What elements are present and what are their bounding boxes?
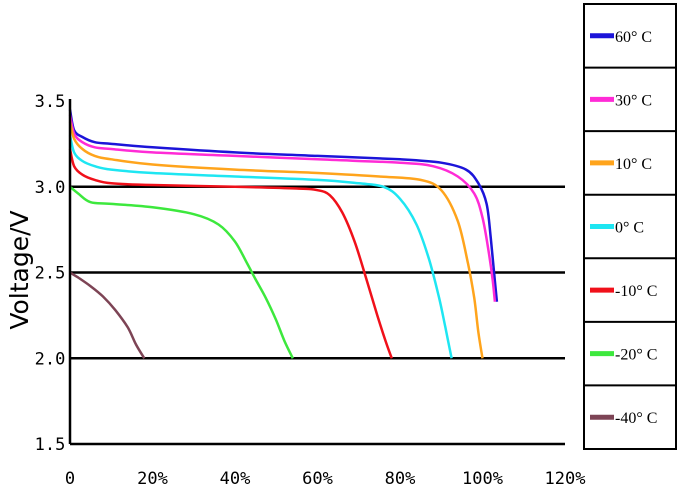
- y-tick-label: 3.5: [35, 92, 66, 112]
- legend-label: -10° C: [615, 283, 657, 300]
- tick-labels: 1.5 2.0 2.5 3.0 3.5 0 20% 40% 60% 80% 100% 120%: [35, 92, 586, 489]
- legend-label: 60° C: [615, 29, 652, 46]
- x-tick-label: 100%: [462, 469, 503, 489]
- legend-label: -40° C: [615, 410, 657, 427]
- y-tick-label: 1.5: [35, 435, 66, 455]
- series-line-6: [70, 273, 144, 359]
- series-lines: [70, 110, 497, 359]
- y-axis-label: Voltage/V: [5, 210, 34, 329]
- x-tick-label: 0: [65, 469, 75, 489]
- x-tick-label: 20%: [137, 469, 168, 489]
- y-tick-label: 2.5: [35, 264, 66, 284]
- y-tick-label: 3.0: [35, 178, 66, 198]
- x-tick-label: 60%: [302, 469, 333, 489]
- legend-label: 0° C: [615, 220, 644, 237]
- x-tick-label: 120%: [545, 469, 586, 489]
- legend: 60° C 30° C 10° C 0° C -10° C -20° C -40° C: [584, 4, 676, 449]
- series-line-4: [70, 149, 392, 358]
- x-tick-label: 80%: [385, 469, 416, 489]
- legend-label: -20° C: [615, 347, 657, 364]
- x-tick-label: 40%: [220, 469, 251, 489]
- legend-label: 10° C: [615, 156, 652, 173]
- y-tick-label: 2.0: [35, 349, 66, 369]
- legend-label: 30° C: [615, 92, 652, 109]
